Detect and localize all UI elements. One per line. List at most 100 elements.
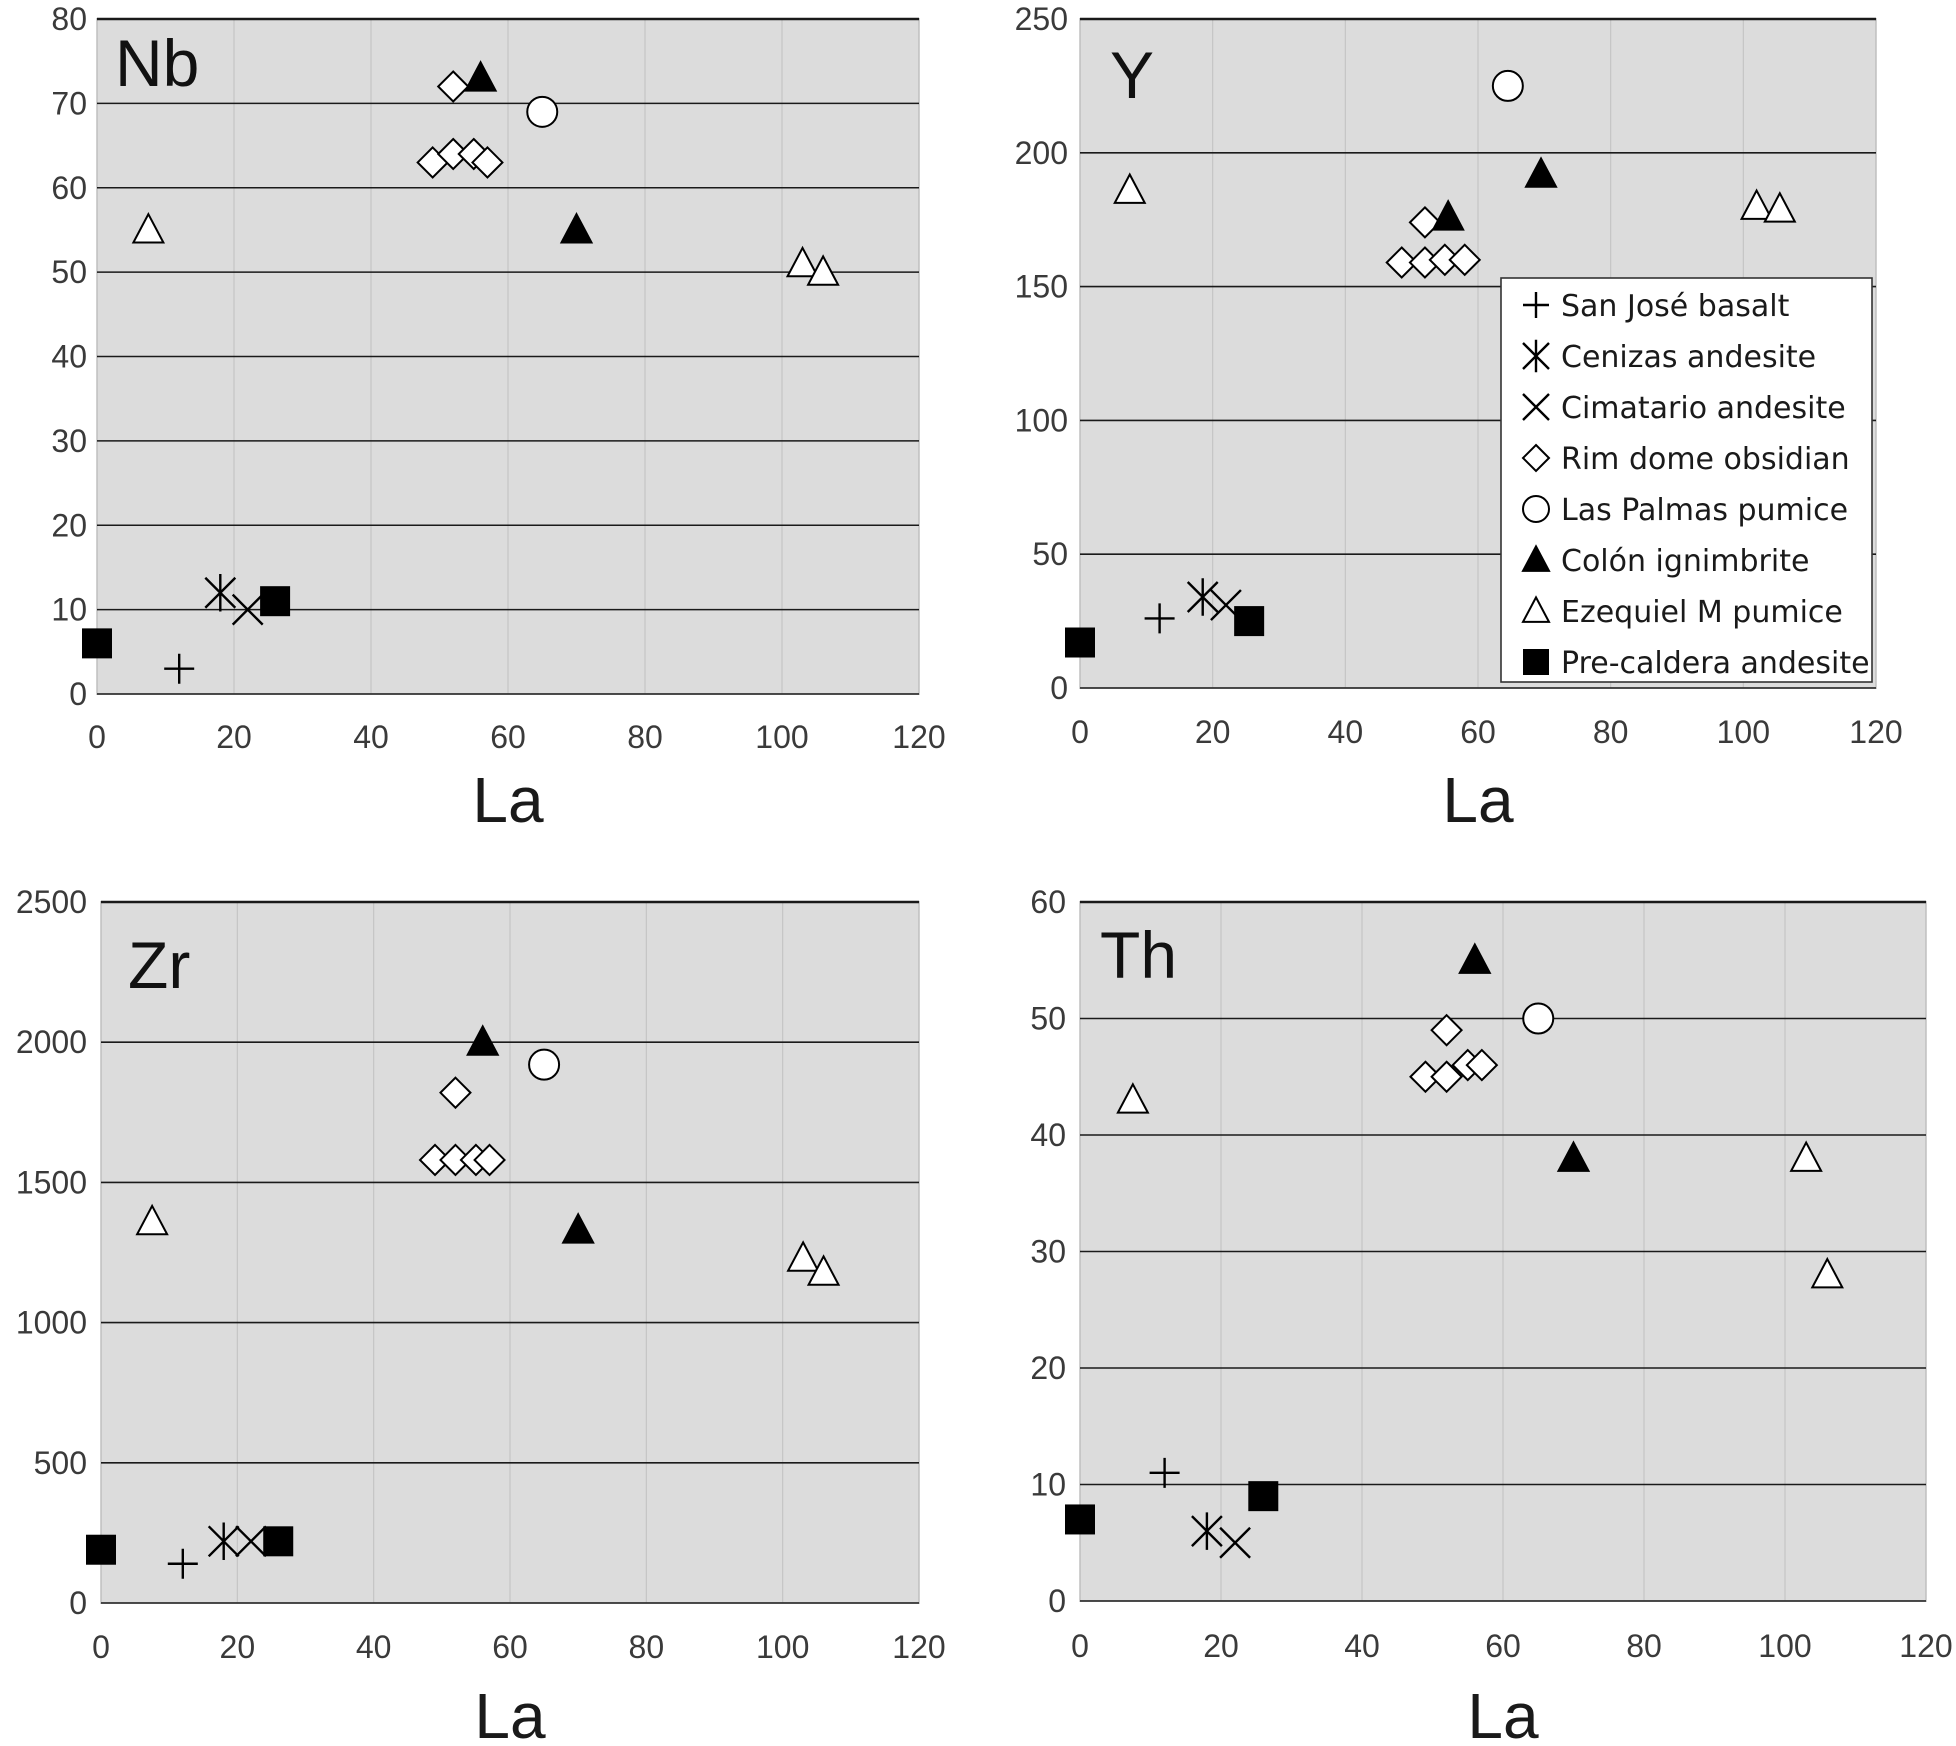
y-tick-label: 30 [1030,1234,1066,1270]
data-point-ezequiel-m-pumice [806,1254,841,1286]
legend-entry-cenizas-andesite: Cenizas andesite [1522,339,1816,375]
series-san-jose-basalt [1149,1457,1180,1488]
x-tick-label: 40 [1344,1628,1380,1664]
y-tick-label: 60 [1030,884,1066,920]
x-tick-label: 100 [755,719,808,755]
series-ezequiel-m-pumice [1116,1082,1844,1289]
data-point-san-jose-basalt [164,653,195,684]
series-rim-dome-obsidian [416,70,504,179]
series-cenizas-andesite [1186,578,1219,616]
legend-marker-pre-caldera-andesite [1523,649,1549,675]
data-point-colon-ignimbrite [561,1212,595,1244]
x-axis-title: La [472,764,544,836]
data-point-ezequiel-m-pumice [1739,188,1774,220]
legend: San José basalt Cenizas andesite Cimatario… [1500,277,1873,683]
y-tick-label: 70 [51,85,87,121]
series-rim-dome-obsidian [418,1076,506,1177]
series-colon-ignimbrite [1458,942,1591,1172]
series-cenizas-andesite [207,1522,240,1561]
legend-label: San José basalt [1561,289,1790,324]
legend-entry-colon-ignimbrite: Colón ignimbrite [1521,544,1809,579]
data-point-rim-dome-obsidian [436,70,470,103]
data-point-ezequiel-m-pumice [785,245,820,278]
data-point-rim-dome-obsidian [473,1143,506,1177]
legend-entry-cimatario-andesite: Cimatario andesite [1522,391,1846,426]
y-tick-label: 20 [51,507,87,543]
x-tick-label: 120 [892,1629,945,1665]
legend-marker-colon-ignimbrite [1521,544,1551,572]
series-cimatario-andesite [231,593,264,626]
series-cimatario-andesite [235,1525,267,1558]
x-tick-label: 40 [353,719,389,755]
panel-title: Zr [128,928,190,1002]
x-tick-label: 60 [1460,714,1496,750]
data-point-pre-caldera-andesite [1248,1481,1279,1512]
series-ezequiel-m-pumice [135,1203,841,1286]
y-tick-label: 250 [1015,1,1068,37]
y-tick-label: 40 [51,339,87,375]
legend-entry-ezequiel-m-pumice: Ezequiel M pumice [1521,595,1843,630]
x-tick-label: 120 [892,719,945,755]
series-las-palmas-pumice [526,95,559,128]
y-tick-label: 0 [1048,1583,1066,1619]
series-las-palmas-pumice [528,1048,561,1081]
x-tick-label: 80 [1593,714,1629,750]
series-cenizas-andesite [204,574,237,612]
series-cenizas-andesite [1191,1512,1223,1550]
series-pre-caldera-andesite [82,586,291,659]
legend-marker-las-palmas-pumice [1522,495,1550,523]
legend-label: Las Palmas pumice [1561,493,1848,528]
data-point-pre-caldera-andesite [1065,1504,1095,1535]
data-point-pre-caldera-andesite [263,1526,294,1557]
data-point-las-palmas-pumice [1491,69,1524,102]
data-point-ezequiel-m-pumice [786,1240,820,1272]
y-tick-label: 0 [1050,670,1068,706]
data-point-cimatario-andesite [1219,1526,1251,1559]
x-tick-label: 20 [1203,1628,1239,1664]
y-tick-label: 50 [1032,536,1068,572]
panel-title: Y [1110,38,1154,112]
y-tick-label: 150 [1015,269,1068,305]
series-san-jose-basalt [1144,603,1175,634]
legend-marker-ezequiel-m-pumice [1521,595,1551,623]
y-tick-label: 0 [69,1585,87,1621]
data-point-ezequiel-m-pumice [135,1203,169,1236]
x-tick-label: 100 [756,1629,809,1665]
x-tick-label: 80 [627,719,663,755]
legend-entry-rim-dome-obsidian: Rim dome obsidian [1521,442,1850,477]
x-tick-label: 80 [1626,1628,1662,1664]
x-tick-label: 120 [1849,714,1902,750]
data-point-pre-caldera-andesite [260,586,291,617]
y-tick-label: 20 [1030,1350,1066,1386]
y-tick-label: 1500 [16,1164,87,1200]
series-san-jose-basalt [167,1548,198,1579]
x-axis-title: La [1442,764,1514,836]
y-tick-label: 10 [1030,1467,1066,1503]
legend-box [1500,277,1873,683]
x-tick-label: 100 [1717,714,1770,750]
data-point-rim-dome-obsidian [1430,1013,1464,1047]
data-point-san-jose-basalt [1149,1457,1180,1488]
series-cimatario-andesite [1219,1526,1251,1559]
data-point-colon-ignimbrite [1431,199,1465,231]
x-tick-label: 60 [1485,1628,1521,1664]
panel-title: Nb [115,26,199,100]
data-point-cimatario-andesite [231,593,264,626]
y-tick-label: 2500 [16,884,87,920]
x-tick-label: 80 [629,1629,665,1665]
legend-label: Ezequiel M pumice [1561,595,1843,630]
series-las-palmas-pumice [1491,69,1524,102]
legend-label: Rim dome obsidian [1561,442,1850,477]
data-point-colon-ignimbrite [463,60,498,92]
data-point-rim-dome-obsidian [439,1076,472,1110]
series-las-palmas-pumice [1522,1002,1555,1035]
x-tick-label: 120 [1899,1628,1952,1664]
data-point-san-jose-basalt [167,1548,198,1579]
data-point-cenizas-andesite [204,574,237,612]
series-colon-ignimbrite [463,60,594,244]
panel-nb: 0 10 20 30 40 50 60 70 80 0 20 40 60 80 100 120 La Nb [51,1,945,836]
x-tick-label: 0 [1071,714,1089,750]
legend-label: Cimatario andesite [1561,391,1846,426]
x-tick-label: 0 [92,1629,110,1665]
